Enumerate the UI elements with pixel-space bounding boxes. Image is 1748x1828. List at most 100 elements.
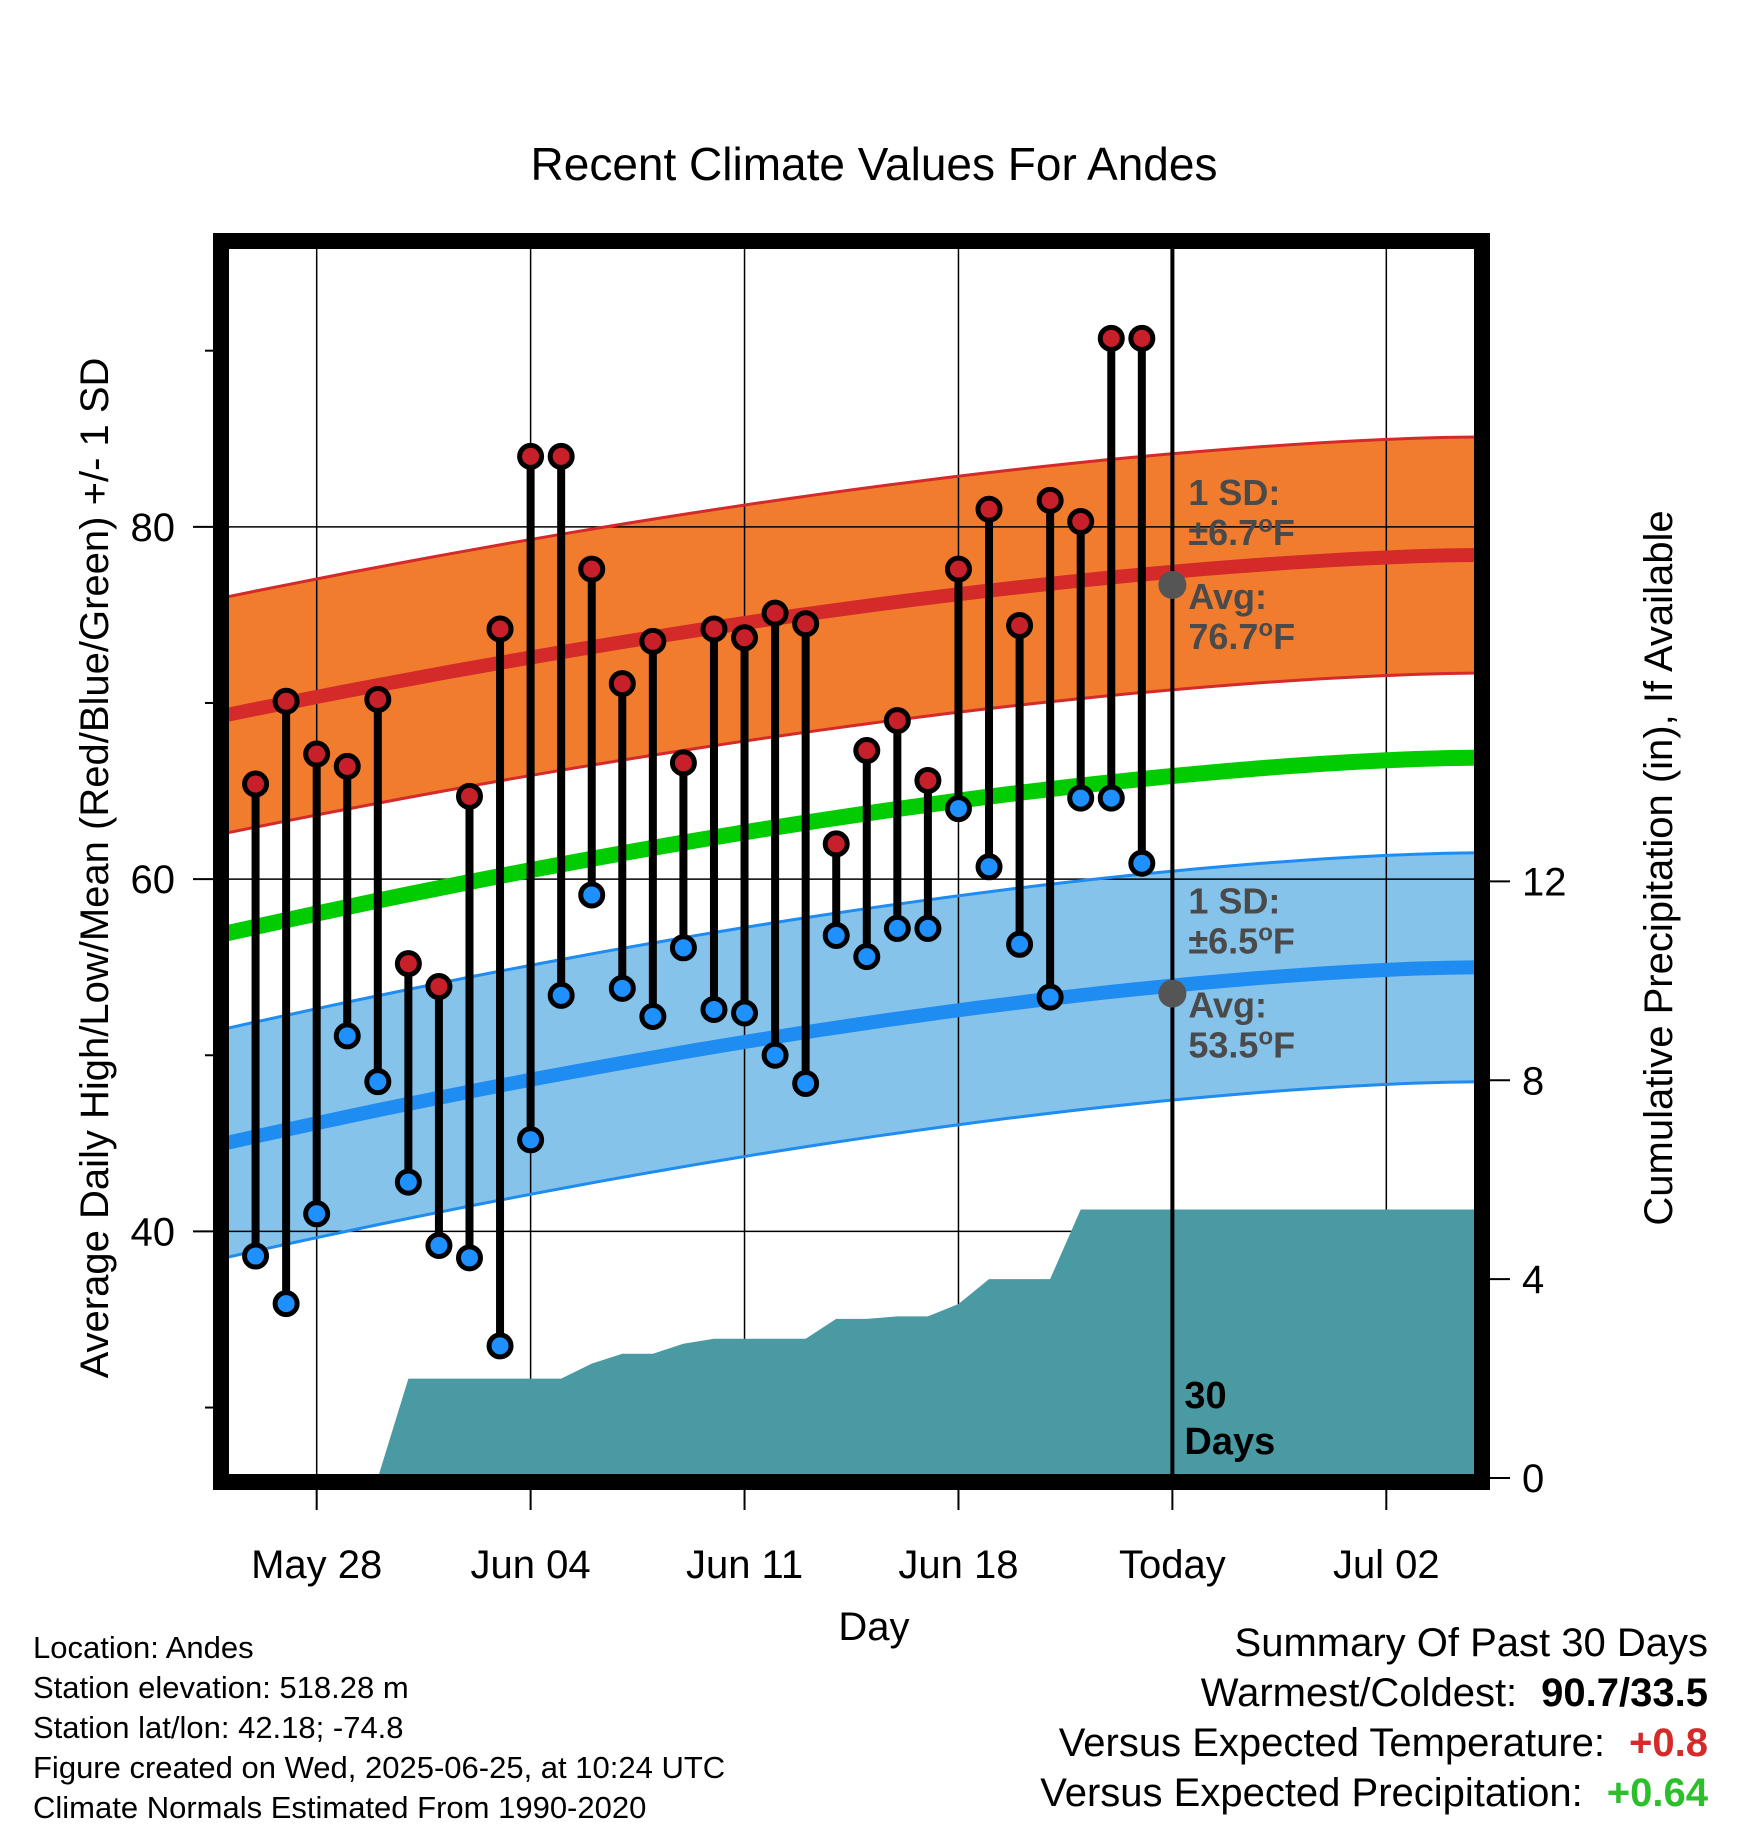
low-sd-band [225, 852, 1478, 1258]
x-tick-label: Jun 04 [471, 1543, 591, 1587]
daily-low-point [883, 914, 911, 942]
daily-low-point [425, 1231, 453, 1259]
daily-low-point [364, 1068, 392, 1096]
summary-heading: Summary Of Past 30 Days [1234, 1621, 1708, 1665]
daily-high-point [303, 740, 331, 768]
daily-high-point [1036, 486, 1064, 514]
daily-high-point [944, 555, 972, 583]
precip-label: Versus Expected Precipitation: [1040, 1771, 1583, 1815]
daily-low-point [1067, 784, 1095, 812]
daily-high-point [394, 950, 422, 978]
daily-high-point [578, 555, 606, 583]
y-axis-label: Average Daily High/Low/Mean (Red/Blue/Gr… [73, 358, 117, 1379]
daily-high-point [822, 830, 850, 858]
daily-low-point [1097, 784, 1125, 812]
daily-low-point [731, 999, 759, 1027]
low-sd-label: 1 SD: [1188, 881, 1280, 922]
station-info: Location: Andes Station elevation: 518.2… [33, 1628, 725, 1828]
daily-high-point [455, 782, 483, 810]
daily-low-point [639, 1003, 667, 1031]
daily-high-point [364, 685, 392, 713]
daily-high-point [853, 737, 881, 765]
temp-value: +0.8 [1629, 1721, 1708, 1765]
axis-ticks: May 28 Jun 04 Jun 11 Jun 18 Today Jul 0240608… [131, 349, 1567, 1587]
normal-bands [225, 437, 1478, 1258]
daily-low-point [975, 853, 1003, 881]
daily-low-point [853, 943, 881, 971]
x-tick-label: May 28 [251, 1543, 382, 1587]
summary-precip-row: Versus Expected Precipitation: +0.64 [1040, 1768, 1708, 1818]
plot-border [213, 233, 1490, 1490]
y-tick-label: 80 [131, 506, 176, 550]
daily-low-point [822, 921, 850, 949]
x-tick-label: Jul 02 [1333, 1543, 1440, 1587]
daily-high-point [975, 495, 1003, 523]
daily-high-point [669, 749, 697, 777]
daily-low-point [578, 881, 606, 909]
daily-low-point [547, 981, 575, 1009]
latlon-text: Station lat/lon: 42.18; -74.8 [33, 1710, 404, 1745]
x-tick-label: Jun 18 [898, 1543, 1018, 1587]
daily-low-point [303, 1200, 331, 1228]
high-avg-value: 76.7oF [1188, 614, 1295, 657]
daily-low-point [761, 1041, 789, 1069]
daily-low-point [669, 934, 697, 962]
days-word-label: Days [1184, 1421, 1275, 1463]
daily-high-point [731, 624, 759, 652]
temp-label: Versus Expected Temperature: [1058, 1721, 1606, 1765]
daily-high-point [272, 687, 300, 715]
high-sd-value: ±6.7oF [1188, 510, 1294, 553]
daily-low-point [394, 1168, 422, 1196]
daily-points [242, 324, 1156, 1360]
normal-high-line [223, 548, 1479, 723]
y2-tick-label: 12 [1522, 860, 1567, 904]
normal-lines [223, 435, 1479, 1260]
precip-value: +0.64 [1606, 1771, 1708, 1815]
low-avg-value: 53.5oF [1188, 1023, 1295, 1066]
low-band-lower-edge [224, 1080, 1479, 1260]
y2-tick-label: 4 [1522, 1258, 1544, 1302]
daily-range-stems [251, 338, 1146, 1346]
daily-high-point [1067, 508, 1095, 536]
daily-high-point [547, 442, 575, 470]
daily-low-point [455, 1244, 483, 1272]
precipitation-area [377, 1209, 1478, 1478]
daily-low-point [272, 1290, 300, 1318]
daily-high-point [242, 770, 270, 798]
x-tick-label: Jun 11 [686, 1543, 803, 1587]
today-high-avg-dot [1158, 570, 1187, 599]
daily-low-point [517, 1126, 545, 1154]
daily-low-point [333, 1022, 361, 1050]
summary-warm-cold-row: Warmest/Coldest: 90.7/33.5 [1040, 1668, 1708, 1718]
y2-tick-label: 0 [1522, 1457, 1544, 1501]
daily-high-point [761, 599, 789, 627]
low-sd-value: ±6.5oF [1188, 919, 1294, 962]
y-tick-label: 60 [131, 858, 176, 902]
high-band-lower-edge [224, 671, 1479, 835]
daily-high-point [639, 627, 667, 655]
daily-high-point [486, 615, 514, 643]
y2-tick-label: 8 [1522, 1059, 1544, 1103]
summary-panel: Summary Of Past 30 Days Warmest/Coldest:… [1040, 1618, 1708, 1818]
elevation-text: Station elevation: 518.28 m [33, 1670, 409, 1705]
daily-high-point [1006, 611, 1034, 639]
high-band-upper-edge [224, 435, 1479, 599]
daily-low-point [608, 974, 636, 1002]
warm-cold-label: Warmest/Coldest: [1200, 1671, 1518, 1715]
location-text: Location: Andes [33, 1630, 254, 1665]
daily-low-point [242, 1242, 270, 1270]
plot-frame [213, 233, 1490, 1490]
daily-high-point [1128, 324, 1156, 352]
daily-high-point [1097, 324, 1125, 352]
days-count-label: 30 [1184, 1375, 1226, 1417]
daily-low-point [914, 914, 942, 942]
daily-high-point [792, 610, 820, 638]
today-low-avg-dot [1158, 979, 1187, 1008]
normal-low-line [223, 960, 1479, 1151]
high-sd-band [225, 437, 1478, 834]
daily-high-point [333, 752, 361, 780]
y-tick-label: 40 [131, 1210, 176, 1254]
normal-mean-line [223, 749, 1479, 942]
